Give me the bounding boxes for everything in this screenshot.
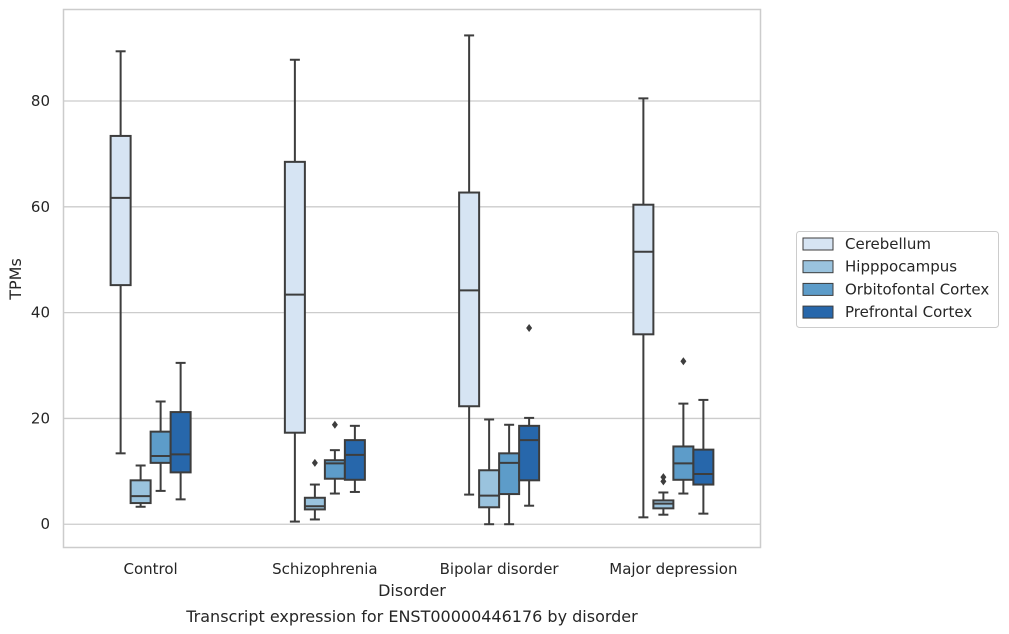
y-tick-labels: 0 20 40 60 80: [31, 92, 50, 533]
box-1-3: [343, 424, 366, 493]
legend-swatch: [802, 260, 834, 274]
y-tick-label: 0: [40, 515, 50, 533]
chart-caption: Transcript expression for ENST0000044617…: [185, 607, 638, 626]
box-iqr: [129, 479, 152, 505]
outlier-point: [311, 458, 318, 467]
outlier-point: [680, 357, 687, 366]
box-3-2: [672, 357, 695, 495]
y-tick-label: 80: [31, 92, 50, 110]
box-iqr: [149, 430, 172, 464]
box-iqr: [169, 411, 192, 474]
x-tick-label: Schizophrenia: [272, 560, 377, 578]
box-layer: [109, 34, 715, 526]
box-iqr: [458, 191, 481, 408]
legend-swatch: [802, 282, 834, 296]
y-axis-label: TPMs: [6, 258, 25, 301]
box-1-0: [283, 58, 306, 523]
box-1-1: [303, 458, 326, 521]
box-0-1: [129, 464, 152, 508]
box-iqr: [692, 448, 715, 486]
box-3-3: [692, 398, 715, 515]
x-tick-label: Control: [124, 560, 178, 578]
legend: Cerebellum Hipppocampus Orbitofontal Corte…: [796, 231, 999, 328]
box-iqr: [303, 496, 326, 511]
box-0-0: [109, 50, 132, 455]
x-tick-label: Bipolar disorder: [440, 560, 560, 578]
box-0-3: [169, 361, 192, 501]
plot-area-frame: [62, 8, 762, 549]
legend-label: Hipppocampus: [845, 258, 957, 276]
box-2-3: [518, 323, 541, 507]
box-2-0: [458, 34, 481, 496]
box-0-2: [149, 400, 172, 492]
outlier-point: [660, 477, 667, 486]
y-tick-label: 40: [31, 304, 50, 322]
box-2-1: [478, 418, 501, 526]
legend-label: Prefrontal Cortex: [845, 303, 972, 321]
box-iqr: [518, 424, 541, 482]
legend-swatch: [802, 237, 834, 251]
outlier-point: [526, 323, 533, 332]
box-3-0: [632, 97, 655, 519]
box-iqr: [109, 134, 132, 287]
x-tick-labels: Control Schizophrenia Bipolar disorder Majo…: [124, 560, 738, 578]
box-iqr: [498, 452, 521, 496]
outlier-point: [660, 473, 667, 482]
outlier-point: [331, 420, 338, 429]
box-iqr: [478, 469, 501, 509]
y-tick-label: 60: [31, 198, 50, 216]
box-iqr: [632, 203, 655, 336]
box-2-2: [498, 423, 521, 526]
box-iqr: [283, 160, 306, 434]
x-axis-label: Disorder: [378, 581, 446, 600]
box-iqr: [343, 439, 366, 481]
box-1-2: [323, 420, 346, 495]
legend-label: Cerebellum: [845, 235, 931, 253]
legend-swatch: [802, 305, 834, 319]
box-3-1: [652, 473, 675, 516]
x-tick-label: Major depression: [609, 560, 737, 578]
y-tick-label: 20: [31, 409, 50, 427]
legend-label: Orbitofontal Cortex: [845, 280, 989, 298]
legend-frame: [796, 231, 999, 328]
